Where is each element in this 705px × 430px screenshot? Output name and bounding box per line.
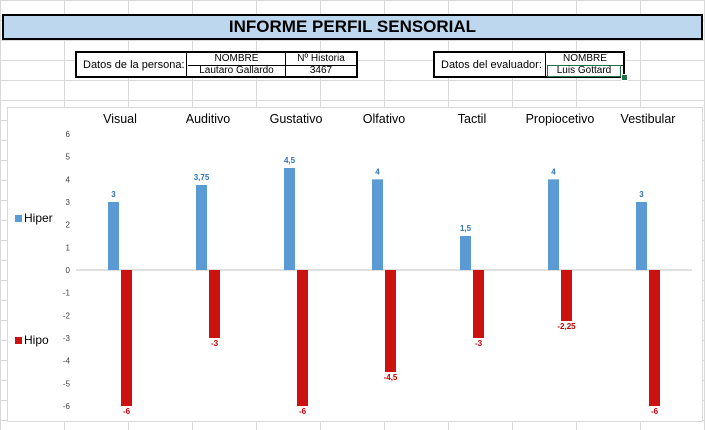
persona-nombre-value[interactable]: Lautaro Gallardo: [188, 65, 286, 77]
y-tick-label: -5: [63, 379, 71, 388]
y-tick-label: -1: [63, 289, 71, 298]
hipo-data-label: -6: [651, 407, 659, 416]
hiper-data-label: 3: [111, 190, 116, 199]
category-label: Gustativo: [270, 112, 323, 126]
hipo-data-label: -4,5: [384, 373, 398, 382]
chart-svg: -6 -5 -4 -3 -2 -1 0 1 2 3 4 5 6 Visual 3 -6 Auditivo 3,75…: [15, 112, 692, 416]
hiper-data-label: 3,75: [194, 173, 210, 182]
persona-historia-header: Nº Historia: [286, 53, 356, 66]
hipo-bar: [385, 270, 396, 372]
hipo-data-label: -3: [475, 339, 483, 348]
hipo-bar: [473, 270, 484, 338]
sensory-profile-chart: -6 -5 -4 -3 -2 -1 0 1 2 3 4 5 6 Visual 3 -6 Auditivo 3,75…: [7, 107, 703, 422]
legend-label: Hipo: [24, 333, 49, 347]
y-tick-label: -3: [63, 334, 71, 343]
persona-info-box: Datos de la persona: NOMBRE Nº Historia …: [75, 51, 358, 78]
hipo-data-label: -3: [211, 339, 219, 348]
category-label: Propiocetivo: [526, 112, 595, 126]
y-tick-label: 4: [66, 175, 71, 184]
report-title: INFORME PERFIL SENSORIAL: [2, 14, 703, 40]
evaluador-nombre-value[interactable]: Luis Gottard: [547, 65, 621, 77]
category-label: Vestibular: [621, 112, 676, 126]
hipo-data-label: -6: [299, 407, 307, 416]
hipo-bar: [121, 270, 132, 406]
hiper-bar: [636, 202, 647, 270]
hiper-bar: [108, 202, 119, 270]
cell-fill-handle[interactable]: [621, 74, 628, 81]
category-label: Olfativo: [363, 112, 405, 126]
hiper-data-label: 3: [639, 190, 644, 199]
hiper-data-label: 4,5: [284, 156, 296, 165]
hipo-bar: [561, 270, 572, 321]
hiper-bar: [460, 236, 471, 270]
evaluador-label: Datos del evaluador:: [435, 53, 546, 76]
y-tick-label: -4: [63, 357, 71, 366]
hiper-bar: [372, 179, 383, 270]
y-tick-label: 3: [66, 198, 71, 207]
evaluador-info-box: Datos del evaluador: NOMBRE Luis Gottard: [433, 51, 625, 78]
legend-swatch: [15, 337, 22, 344]
y-tick-label: -2: [63, 311, 71, 320]
hiper-data-label: 4: [551, 167, 556, 176]
hiper-data-label: 4: [375, 167, 380, 176]
hipo-data-label: -6: [123, 407, 131, 416]
legend-label: Hiper: [24, 211, 53, 225]
category-label: Tactil: [458, 112, 486, 126]
y-tick-label: 5: [66, 153, 71, 162]
y-tick-label: 2: [66, 221, 71, 230]
hiper-bar: [196, 185, 207, 270]
hipo-bar: [209, 270, 220, 338]
hiper-bar: [284, 168, 295, 270]
hipo-bar: [297, 270, 308, 406]
y-tick-label: -6: [63, 402, 71, 411]
persona-nombre-header: NOMBRE: [188, 53, 286, 66]
hiper-bar: [548, 179, 559, 270]
y-tick-label: 0: [66, 266, 71, 275]
persona-historia-value[interactable]: 3467: [309, 65, 333, 76]
y-tick-label: 6: [66, 130, 71, 139]
hipo-bar: [649, 270, 660, 406]
hipo-data-label: -2,25: [557, 322, 576, 331]
legend-swatch: [15, 215, 22, 222]
category-label: Visual: [103, 112, 137, 126]
category-label: Auditivo: [186, 112, 231, 126]
hiper-data-label: 1,5: [460, 224, 472, 233]
persona-label: Datos de la persona:: [77, 53, 187, 76]
y-tick-label: 1: [66, 243, 71, 252]
